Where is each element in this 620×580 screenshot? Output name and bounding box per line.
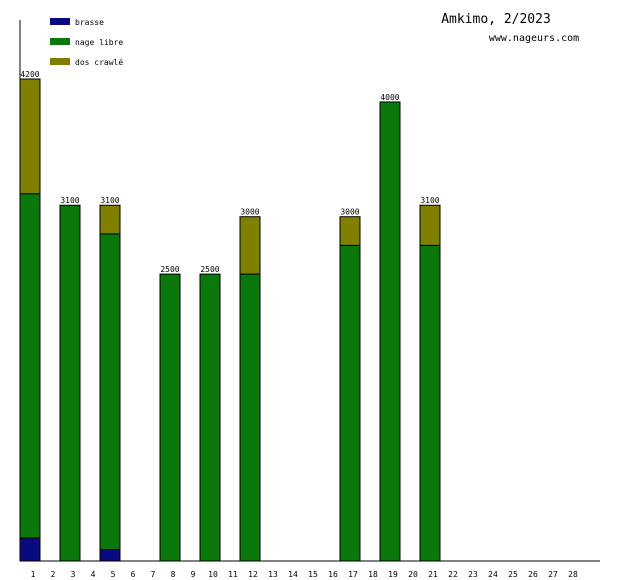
bar-segment xyxy=(199,273,221,562)
bar-segment xyxy=(19,78,41,195)
bar-segment xyxy=(339,216,361,246)
bar-total-label: 3100 xyxy=(420,196,439,205)
x-tick-label: 23 xyxy=(468,570,478,579)
x-tick-label: 21 xyxy=(428,570,438,579)
legend-swatch xyxy=(50,18,70,25)
bar-segment xyxy=(419,244,441,562)
x-tick-label: 1 xyxy=(31,570,36,579)
x-tick-label: 11 xyxy=(228,570,238,579)
x-tick-label: 25 xyxy=(508,570,518,579)
legend-label: nage libre xyxy=(75,38,123,47)
x-tick-label: 8 xyxy=(171,570,176,579)
x-tick-label: 2 xyxy=(51,570,56,579)
legend-swatch xyxy=(50,38,70,45)
x-tick-group: 1 2 3 4 5 6 7 8 9 10 11 12 13 14 15 16 17 18 19 20 21 22 23 24 2… xyxy=(31,570,578,579)
x-tick-label: 5 xyxy=(111,570,116,579)
x-tick-label: 3 xyxy=(71,570,76,579)
bar-segment xyxy=(239,216,261,275)
x-tick-label: 18 xyxy=(368,570,378,579)
bars-group xyxy=(19,78,441,562)
x-tick-label: 26 xyxy=(528,570,538,579)
bar-segment xyxy=(99,233,121,551)
x-tick-label: 9 xyxy=(191,570,196,579)
chart-title: Amkimo, 2/2023 xyxy=(441,12,551,27)
bar-total-label: 3000 xyxy=(340,208,359,217)
legend-swatch xyxy=(50,58,70,65)
bar-segment xyxy=(99,204,121,235)
x-tick-label: 4 xyxy=(91,570,96,579)
bar-segment xyxy=(59,204,81,562)
totals-group: 4200 3100 3100 2500 2500 3000 3000 4000 3100 xyxy=(20,70,439,274)
x-tick-label: 27 xyxy=(548,570,558,579)
bar-segment xyxy=(339,244,361,562)
bar-total-label: 4200 xyxy=(20,70,39,79)
bar-total-label: 4000 xyxy=(380,93,399,102)
x-tick-label: 7 xyxy=(151,570,156,579)
bar-segment xyxy=(19,537,41,562)
x-tick-label: 19 xyxy=(388,570,398,579)
bar-total-label: 3100 xyxy=(60,196,79,205)
x-tick-label: 13 xyxy=(268,570,278,579)
x-tick-label: 12 xyxy=(248,570,258,579)
bar-total-label: 3000 xyxy=(240,208,259,217)
chart-subtitle: www.nageurs.com xyxy=(489,33,579,44)
bar-total-label: 3100 xyxy=(100,196,119,205)
x-tick-label: 10 xyxy=(208,570,218,579)
x-tick-label: 16 xyxy=(328,570,338,579)
bar-segment xyxy=(239,273,261,562)
x-tick-label: 17 xyxy=(348,570,358,579)
x-tick-label: 20 xyxy=(408,570,418,579)
bar-segment xyxy=(419,204,441,246)
bar-total-label: 2500 xyxy=(200,265,219,274)
x-tick-label: 6 xyxy=(131,570,136,579)
bar-segment xyxy=(99,549,121,562)
x-tick-label: 28 xyxy=(568,570,578,579)
legend: brasse nage libre dos crawlé xyxy=(50,18,123,67)
x-tick-label: 22 xyxy=(448,570,458,579)
x-tick-label: 14 xyxy=(288,570,298,579)
x-tick-label: 15 xyxy=(308,570,318,579)
legend-label: brasse xyxy=(75,18,104,27)
bar-segment xyxy=(379,101,401,562)
legend-label: dos crawlé xyxy=(75,57,123,67)
x-tick-label: 24 xyxy=(488,570,498,579)
bar-total-label: 2500 xyxy=(160,265,179,274)
bar-segment xyxy=(19,193,41,539)
bar-segment xyxy=(159,273,181,562)
